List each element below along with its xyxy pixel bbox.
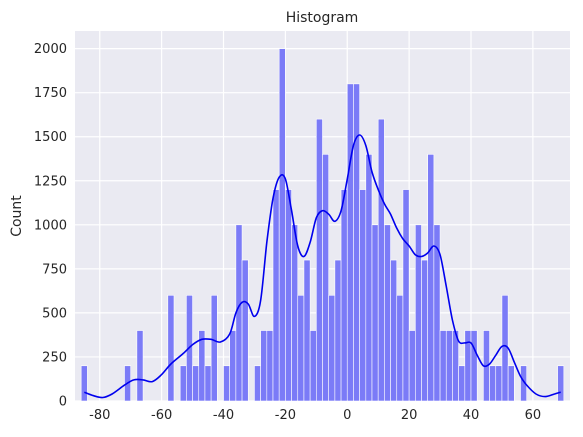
histogram-bar [254,365,261,402]
histogram-bar [297,294,305,402]
y-tick-label: 0 [59,395,67,410]
histogram-bar [452,330,459,402]
x-tick-label: 0 [343,408,351,423]
y-tick-label: 2000 [34,42,67,57]
x-tick-label: -80 [89,408,110,423]
histogram-bar [464,330,472,402]
y-tick-label: 500 [42,306,67,321]
histogram-bar [384,224,391,402]
y-tick-label: 1750 [34,86,67,101]
histogram-bar [192,365,200,402]
y-tick-label: 1500 [34,130,67,145]
histogram-bar [80,365,88,402]
x-axis-ticks: -80 -60 -40 -20 0 20 40 60 [89,408,541,423]
histogram-bar [433,224,441,402]
y-tick-label: 1000 [34,218,67,233]
histogram-bar [507,365,515,402]
y-axis-ticks: 0 250 500 750 1000 1250 1500 1750 2000 [34,42,67,409]
histogram-bar [495,365,503,402]
histogram-bar [390,259,398,402]
x-tick-label: 60 [525,408,542,423]
histogram-bar [470,330,478,402]
histogram-bar [223,365,230,402]
kde-curve [84,134,561,399]
histogram-bar [272,189,280,402]
histogram-bar [309,330,317,402]
histogram-bar [421,259,428,402]
histogram-bar [210,294,218,402]
histogram-bar [334,259,342,402]
histogram-bar [371,224,379,402]
histogram-bar [278,48,286,402]
histogram-bar [179,365,187,402]
histogram-bar [445,330,453,402]
histogram-bar [396,294,404,402]
histogram-bar [377,118,385,402]
histogram-bar [322,154,329,402]
x-tick-label: -60 [151,408,172,423]
histogram-bar [235,224,243,402]
histogram-bar [353,83,360,402]
histogram-bar [167,294,175,402]
histogram-bar [340,189,348,402]
histogram-bar [229,330,237,402]
x-tick-label: 20 [401,408,418,423]
histogram-bar [260,330,268,402]
histogram-bar [458,365,466,402]
histogram-bar [241,259,249,402]
histogram-bar [328,294,336,402]
y-tick-label: 750 [42,262,67,277]
histogram-bar [402,189,410,402]
y-axis-label: Count [9,195,25,237]
histogram-bar [557,365,565,402]
histogram-bar [408,330,416,402]
histogram-bar [415,224,422,402]
histogram-bar [266,330,274,402]
histogram-bar [365,154,373,402]
histogram-bar [198,330,206,402]
histogram-bar [316,118,323,402]
histogram-bar [136,330,144,402]
histogram-bar [427,154,435,402]
histogram-bar [439,330,447,402]
histogram-bar [285,189,292,402]
x-tick-label: 40 [463,408,480,423]
x-tick-label: -40 [213,408,234,423]
histogram-bars [80,48,565,402]
histogram-bar [489,365,497,402]
histogram-bar [291,224,299,402]
chart-title: Histogram [286,10,359,26]
histogram-bar [520,365,527,402]
y-tick-label: 250 [42,350,67,365]
y-tick-label: 1250 [34,174,67,189]
x-tick-label: -20 [275,408,296,423]
histogram-bar [204,365,212,402]
histogram-bar [346,83,354,402]
histogram-bar [359,189,367,402]
histogram-bar [303,259,311,402]
